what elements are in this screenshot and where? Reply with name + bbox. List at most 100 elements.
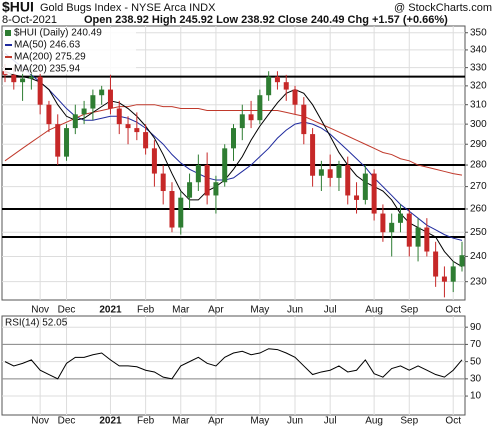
- candle-body: [274, 76, 280, 83]
- x-tick-label: Sep: [400, 305, 418, 316]
- candle-body: [64, 128, 70, 157]
- candle-body: [160, 173, 166, 192]
- legend-swatch: [5, 30, 11, 36]
- subtitle: Gold Bugs Index - NYSE Arca INDX: [40, 2, 216, 14]
- x-tick-label: Jul: [324, 416, 337, 427]
- y-tick-label: 230: [470, 276, 487, 287]
- y-tick-label: 320: [470, 81, 487, 92]
- y-tick-label: 70: [470, 339, 482, 350]
- x-tick-label: Aug: [365, 305, 383, 316]
- candle-body: [257, 95, 263, 121]
- candle-body: [55, 124, 61, 157]
- candle-body: [195, 165, 201, 183]
- date: 8-Oct-2021: [2, 14, 57, 26]
- legend-label: MA(50) 246.63: [14, 40, 81, 51]
- x-tick-label: Dec: [58, 416, 76, 427]
- candle-body: [46, 104, 52, 125]
- moving-average: [4, 104, 463, 176]
- candle-body: [397, 213, 403, 223]
- candle-body: [99, 89, 105, 96]
- y-tick-label: 270: [470, 181, 487, 192]
- candle-body: [134, 128, 140, 133]
- moving-average: [4, 70, 463, 268]
- x-tick-label: Sep: [400, 416, 418, 427]
- candle-body: [187, 182, 193, 198]
- candle-body: [213, 182, 219, 196]
- candle-body: [318, 169, 324, 176]
- candle-body: [143, 132, 149, 149]
- x-tick-label: Jun: [287, 305, 303, 316]
- y-tick-label: 330: [470, 62, 487, 73]
- candle-body: [169, 191, 175, 228]
- y-tick-label: 240: [470, 251, 487, 262]
- candle-body: [116, 108, 122, 125]
- candle-body: [20, 78, 26, 83]
- candle-body: [415, 227, 421, 247]
- symbol: $HUI: [2, 0, 34, 15]
- x-tick-label: Dec: [58, 305, 76, 316]
- candle-body: [406, 213, 412, 247]
- candle-body: [380, 213, 386, 233]
- candle-body: [204, 165, 210, 196]
- candle-body: [11, 74, 17, 83]
- candle-body: [345, 165, 351, 196]
- x-tick-label: Nov: [31, 416, 49, 427]
- candle-body: [327, 169, 333, 178]
- y-tick-label: 300: [470, 119, 487, 130]
- x-tick-label: Jul: [324, 305, 337, 316]
- y-tick-label: 10: [470, 391, 482, 402]
- x-tick-label: Nov: [31, 305, 49, 316]
- candle-body: [424, 227, 430, 252]
- x-tick-label: Mar: [172, 305, 190, 316]
- x-tick-label: Oct: [445, 305, 461, 316]
- candle-body: [239, 114, 245, 129]
- candle-body: [283, 82, 289, 90]
- rsi-frame: [1, 315, 466, 416]
- candle-body: [151, 148, 157, 174]
- candle-body: [266, 76, 272, 96]
- candle-body: [90, 95, 96, 109]
- candle-body: [28, 76, 34, 79]
- candle-body: [301, 104, 307, 135]
- candle-body: [336, 165, 342, 178]
- legend-label: $HUI (Daily) 240.49: [14, 28, 102, 39]
- candle-body: [107, 89, 113, 109]
- candle-body: [222, 148, 228, 183]
- candle-body: [37, 76, 43, 105]
- candle-body: [72, 114, 78, 129]
- candle-body: [248, 114, 254, 121]
- y-tick-label: 260: [470, 204, 487, 215]
- candle-body: [231, 128, 236, 149]
- x-tick-label: Feb: [137, 305, 155, 316]
- candle-body: [310, 134, 316, 176]
- rsi-line: [4, 348, 463, 380]
- quote: Open 238.92 High 245.92 Low 238.92 Close…: [84, 14, 448, 26]
- legend-label: MA(20) 235.94: [14, 64, 81, 75]
- candle-body: [362, 173, 368, 200]
- candle-body: [125, 124, 131, 129]
- candle-body: [371, 173, 377, 214]
- y-tick-label: 90: [470, 322, 482, 333]
- x-tick-label: Mar: [172, 416, 190, 427]
- x-tick-label: Apr: [208, 416, 224, 427]
- legend-label: MA(200) 275.29: [14, 52, 86, 63]
- price-frame: [1, 25, 466, 301]
- x-tick-label: 2021: [99, 305, 122, 316]
- legend-box: [4, 28, 136, 74]
- y-tick-label: 280: [470, 160, 487, 171]
- y-tick-label: 340: [470, 45, 487, 56]
- candle-body: [441, 276, 447, 282]
- x-tick-label: Feb: [137, 416, 155, 427]
- candle-body: [433, 251, 439, 277]
- x-tick-label: May: [250, 305, 269, 316]
- x-tick-label: May: [250, 416, 269, 427]
- candle-body: [81, 108, 87, 115]
- y-tick-label: 250: [470, 227, 487, 238]
- x-tick-label: Apr: [208, 305, 224, 316]
- candle-body: [354, 195, 360, 200]
- y-tick-label: 310: [470, 99, 487, 110]
- x-tick-label: Oct: [445, 416, 461, 427]
- rsi-label: RSI(14) 52.05: [5, 318, 68, 329]
- x-tick-label: 2021: [99, 416, 122, 427]
